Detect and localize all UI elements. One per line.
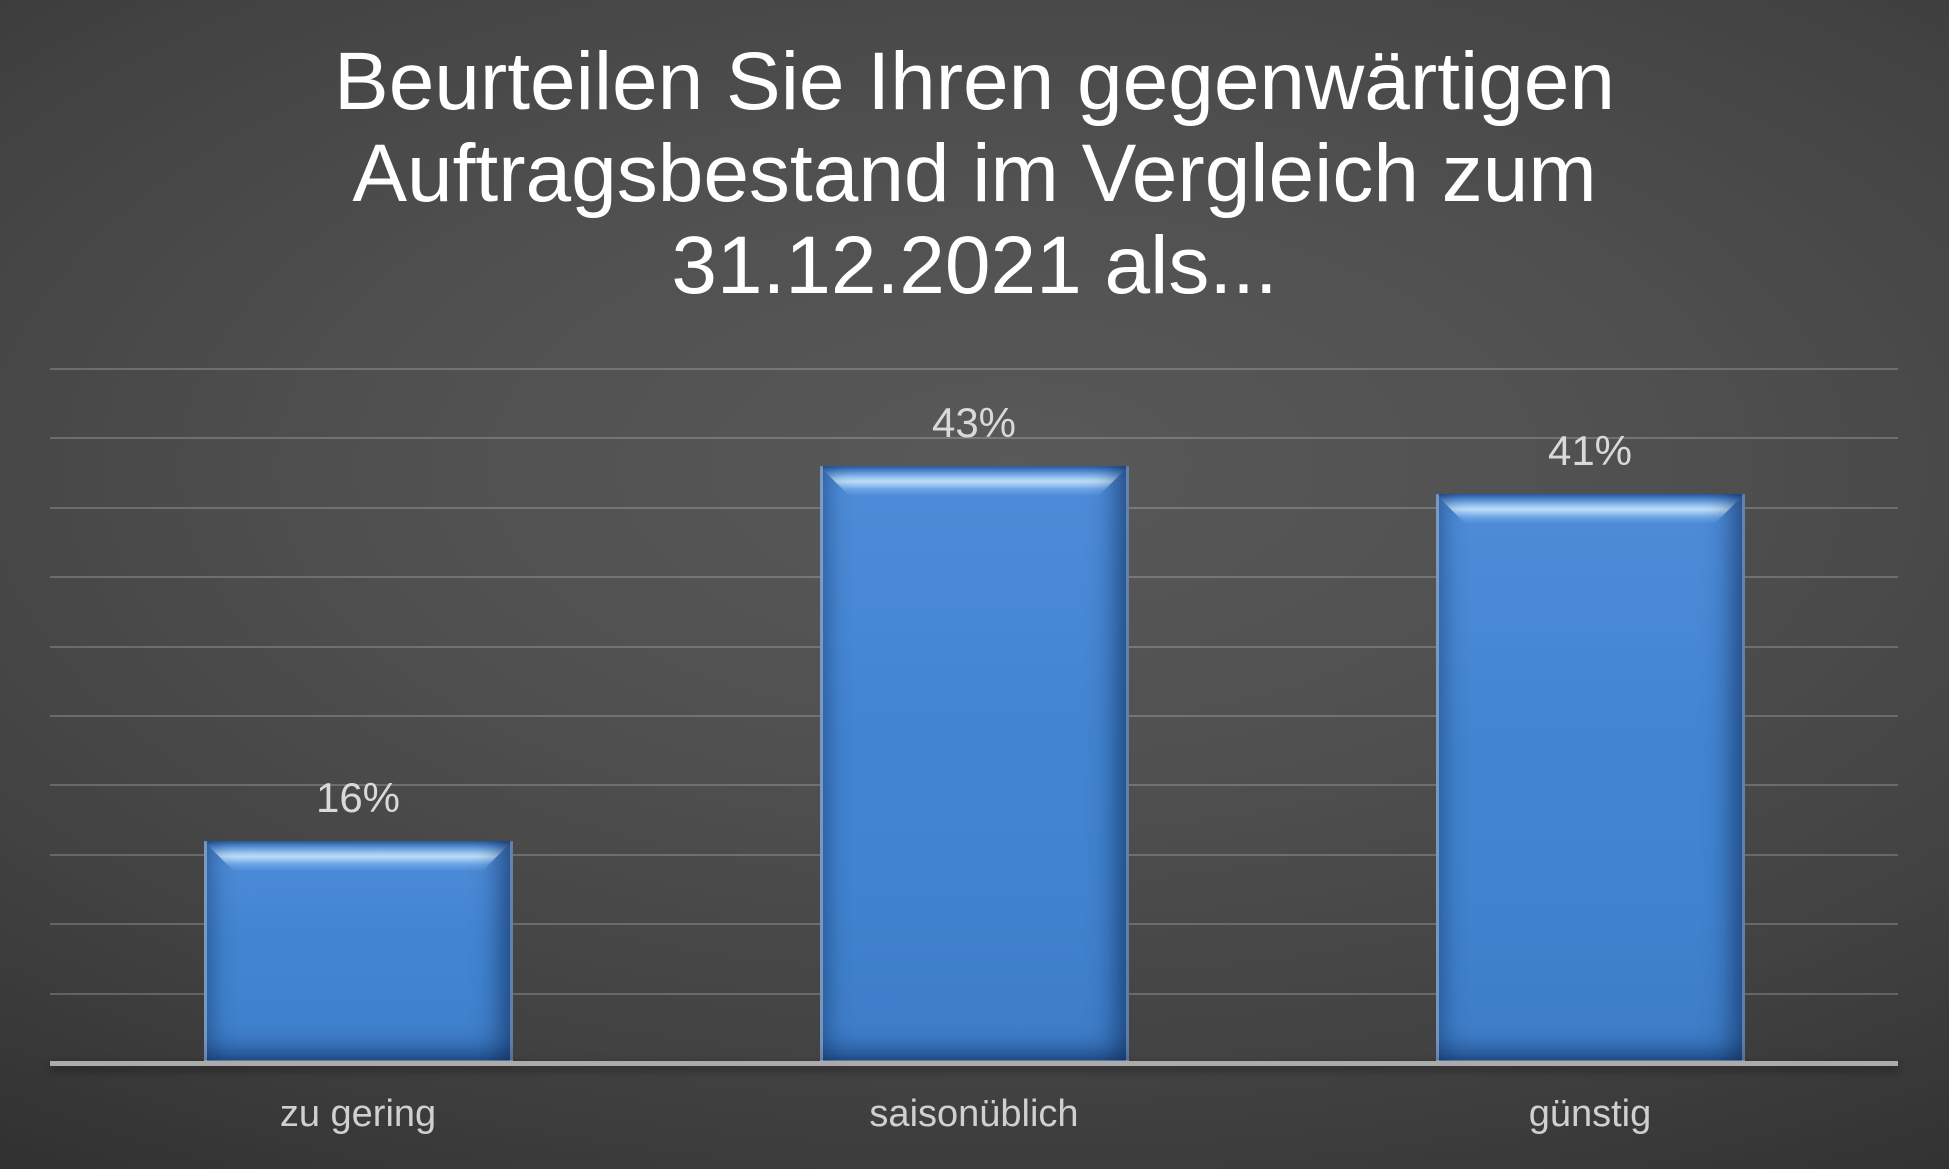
category-label-saison-blich: saisonüblich bbox=[869, 1093, 1079, 1135]
value-label-zu-gering: 16% bbox=[315, 773, 401, 821]
value-label-g-nstig: 41% bbox=[1547, 426, 1633, 474]
chart-title-line-1: Beurteilen Sie Ihren gegenwärtigen bbox=[334, 36, 1615, 127]
chart-title-line-3: 31.12.2021 als... bbox=[671, 219, 1278, 311]
chart-title-line-2: Auftragsbestand im Vergleich zum bbox=[352, 127, 1597, 219]
x-axis-line bbox=[50, 1061, 1898, 1066]
category-label-g-nstig: günstig bbox=[1528, 1093, 1652, 1135]
value-label-saison-blich: 43% bbox=[931, 399, 1017, 447]
chart-title: Beurteilen Sie Ihren gegenwärtigen Auftr… bbox=[0, 36, 1949, 311]
bar-saison-blich bbox=[819, 466, 1129, 1063]
bar-g-nstig bbox=[1435, 493, 1745, 1063]
category-label-zu-gering: zu gering bbox=[279, 1093, 437, 1135]
bar-zu-gering bbox=[203, 840, 513, 1063]
gridline-50 bbox=[50, 368, 1898, 370]
gridline-45 bbox=[50, 437, 1898, 440]
